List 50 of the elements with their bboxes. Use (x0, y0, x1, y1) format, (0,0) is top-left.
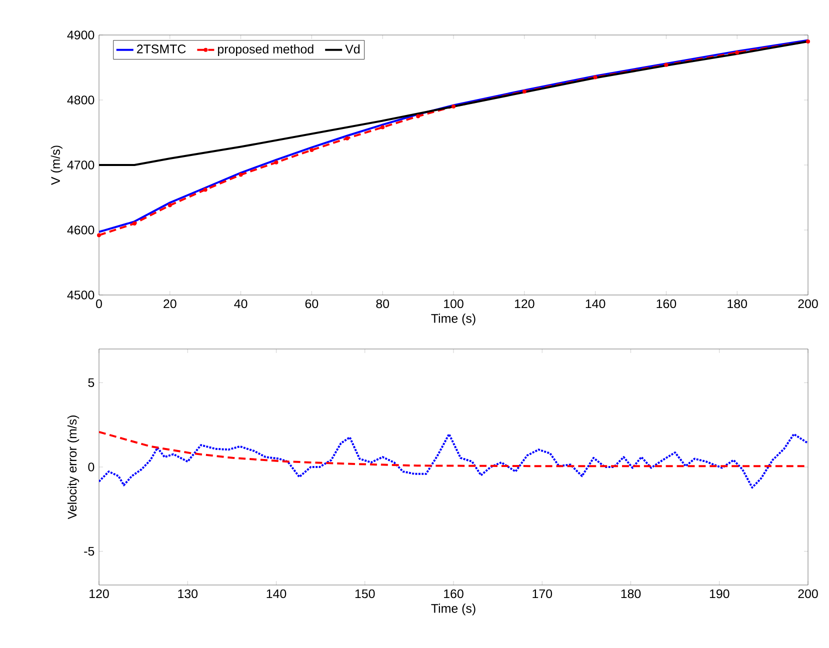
point (97, 233, 101, 238)
point (522, 90, 526, 94)
y-tick-label: 5 (88, 378, 94, 388)
x-axis-title: Time (s) (431, 314, 476, 326)
y-tick-label: -5 (84, 546, 94, 556)
point (310, 148, 314, 152)
x-tick-label: 180 (728, 299, 748, 308)
x-tick-label: 40 (234, 299, 248, 308)
point (593, 75, 598, 80)
point (132, 221, 136, 226)
y-tick-label: 4600 (67, 226, 94, 234)
x-tick-label: 160 (444, 589, 464, 598)
x-tick-label: 60 (305, 299, 318, 308)
x-tick-label: 160 (656, 299, 676, 308)
point (452, 104, 456, 108)
x-tick-label: 80 (376, 299, 390, 308)
point (735, 50, 740, 55)
point (168, 203, 172, 208)
point (416, 114, 420, 118)
x-tick-label: 20 (164, 299, 176, 308)
x-tick-label: 130 (178, 589, 198, 598)
y-axis-title: Velocity error (m/s) (67, 416, 80, 520)
y-tick-label: 4500 (67, 290, 94, 300)
x-tick-label: 140 (586, 299, 606, 308)
point (806, 39, 810, 44)
legend-label: Vd (345, 44, 360, 54)
x-tick-label: 190 (710, 589, 730, 598)
x-tick-label: 200 (798, 589, 818, 598)
y-tick-label: 0 (88, 462, 94, 472)
line-series (99, 433, 808, 489)
point (238, 172, 243, 177)
y-tick-label: 4800 (67, 96, 94, 104)
y-tick-label: 4900 (67, 30, 94, 40)
point (203, 188, 208, 192)
y-tick-label: 4700 (67, 160, 94, 170)
x-tick-label: 170 (532, 589, 552, 598)
x-tick-label: 200 (798, 299, 818, 308)
x-axis-title: Time (s) (431, 604, 476, 616)
point (274, 160, 278, 164)
x-tick-label: 120 (514, 299, 534, 308)
x-tick-label: 180 (621, 589, 641, 598)
x-tick-label: 140 (266, 589, 286, 598)
point (345, 136, 350, 140)
y-axis-title: V (m/s) (50, 146, 62, 185)
legend-label: 2TSMTC (137, 44, 186, 54)
x-tick-label: 150 (355, 589, 375, 598)
x-tick-label: 120 (90, 589, 109, 598)
x-tick-label: 0 (96, 299, 102, 308)
legend-label: proposed method (218, 44, 314, 56)
x-tick-label: 100 (444, 299, 464, 308)
